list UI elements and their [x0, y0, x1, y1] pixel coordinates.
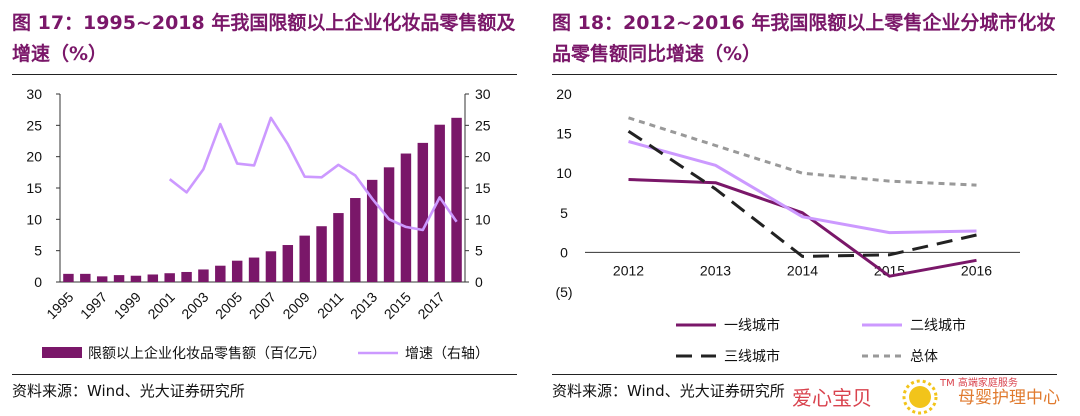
y-tick-label-right: 5 — [475, 243, 483, 259]
y-tick-label-right: 15 — [475, 180, 491, 196]
source-note: 资料来源：Wind、光大证券研究所 — [12, 382, 245, 400]
bar — [231, 260, 243, 282]
bar — [316, 226, 327, 282]
y-tick-label-left: 15 — [26, 180, 42, 196]
growth-line — [168, 116, 458, 232]
bar — [282, 245, 294, 282]
y-tick-label: (5) — [555, 284, 572, 300]
x-tick-label: 1997 — [77, 289, 110, 322]
y-tick-label-right: 30 — [475, 86, 491, 102]
y-tick-label: 10 — [556, 165, 572, 181]
x-tick-label: 2013 — [347, 289, 380, 322]
x-tick-label: 2016 — [961, 262, 992, 278]
sun-logo-icon — [902, 379, 938, 415]
bar — [80, 273, 91, 282]
bar — [366, 179, 378, 282]
chart-panel-left: 图 17：1995~2018 年我国限额以上企业化妆品零售额及增速（%） 0 5 1… — [12, 12, 517, 400]
bar — [434, 124, 445, 282]
x-tick-label: 2009 — [279, 289, 312, 322]
legend-label: 总体 — [910, 349, 938, 365]
watermark: 爱心宝贝 TM 高端家庭服务 母婴护理中心 — [790, 378, 1080, 416]
x-tick-label: 2001 — [144, 289, 177, 322]
x-tick-label: 2017 — [414, 289, 447, 322]
y-tick-label-left: 20 — [26, 149, 42, 165]
y-tick-label-right: 20 — [475, 149, 491, 165]
bar — [181, 271, 192, 282]
bar — [164, 273, 175, 282]
x-tick-label: 2011 — [314, 289, 347, 322]
y-tick-label: 5 — [560, 205, 568, 221]
x-tick-label: 2012 — [613, 262, 644, 278]
bar — [130, 275, 142, 282]
watermark-brand: TM 高端家庭服务 — [940, 378, 1018, 389]
bar — [299, 235, 310, 282]
watermark-left-text: 爱心宝贝 — [792, 386, 872, 410]
bar — [147, 274, 159, 282]
chart-title: 图 17：1995~2018 年我国限额以上企业化妆品零售额及增速（%） — [12, 12, 516, 65]
title-divider — [552, 74, 1057, 75]
y-tick-label-left: 0 — [34, 274, 42, 290]
chart-title: 图 18：2012~2016 年我国限额以上零售企业分城市化妆品零售额同比增速（… — [552, 12, 1056, 65]
source-note: 资料来源：Wind、光大证券研究所 — [552, 382, 785, 400]
bar — [96, 276, 108, 282]
series-line-二线城市 — [628, 140, 977, 235]
bar-line-chart: 0 5 10 15 20 25 30 0 5 10 15 20 25 30 1995 1997 1999 2001… — [26, 86, 491, 362]
x-tick-label: 2015 — [381, 289, 414, 322]
legend-swatch-bar — [42, 347, 82, 358]
title-divider — [12, 74, 517, 75]
y-tick-label-left: 10 — [26, 211, 42, 227]
y-tick-label-right: 10 — [475, 211, 491, 227]
watermark-right-text: 母婴护理中心 — [958, 388, 1060, 408]
source-divider — [12, 374, 517, 375]
x-tick-label: 2013 — [700, 262, 731, 278]
legend-label-bar: 限额以上企业化妆品零售额（百亿元） — [88, 345, 326, 362]
x-tick-label: 2007 — [246, 289, 279, 322]
y-tick-label-right: 0 — [475, 274, 483, 290]
source-divider — [552, 374, 1057, 375]
series-line-三线城市 — [627, 129, 977, 258]
legend-label: 一线城市 — [724, 317, 780, 334]
series-line-总体 — [628, 116, 977, 187]
chart-panel-right: 图 18：2012~2016 年我国限额以上零售企业分城市化妆品零售额同比增速（… — [540, 0, 1080, 416]
y-tick-label-left: 30 — [26, 86, 42, 102]
bar — [451, 117, 462, 283]
legend-label: 三线城市 — [724, 348, 780, 365]
x-tick-label: 1995 — [43, 289, 76, 322]
y-tick-label-left: 25 — [26, 117, 42, 133]
x-tick-label: 2014 — [787, 262, 818, 278]
bar — [248, 257, 260, 282]
bar — [417, 142, 429, 282]
x-tick-label: 2005 — [212, 289, 245, 322]
bar — [350, 198, 361, 282]
y-tick-label: 20 — [556, 86, 572, 102]
bar — [400, 153, 412, 282]
bar — [333, 213, 344, 282]
x-tick-label: 1999 — [111, 289, 144, 322]
bar — [113, 275, 125, 282]
bar — [265, 251, 277, 282]
y-tick-label-right: 25 — [475, 117, 491, 133]
legend-label-line: 增速（右轴） — [405, 346, 489, 362]
y-tick-label: 15 — [556, 126, 572, 142]
legend-label: 二线城市 — [910, 317, 966, 334]
bar — [215, 265, 226, 282]
series-line-一线城市 — [628, 178, 977, 278]
bar — [198, 269, 209, 282]
x-tick-label: 2003 — [178, 289, 211, 322]
y-tick-label-left: 5 — [34, 243, 42, 259]
bar — [63, 273, 74, 282]
y-tick-label: 0 — [560, 244, 568, 260]
bar — [383, 167, 395, 282]
